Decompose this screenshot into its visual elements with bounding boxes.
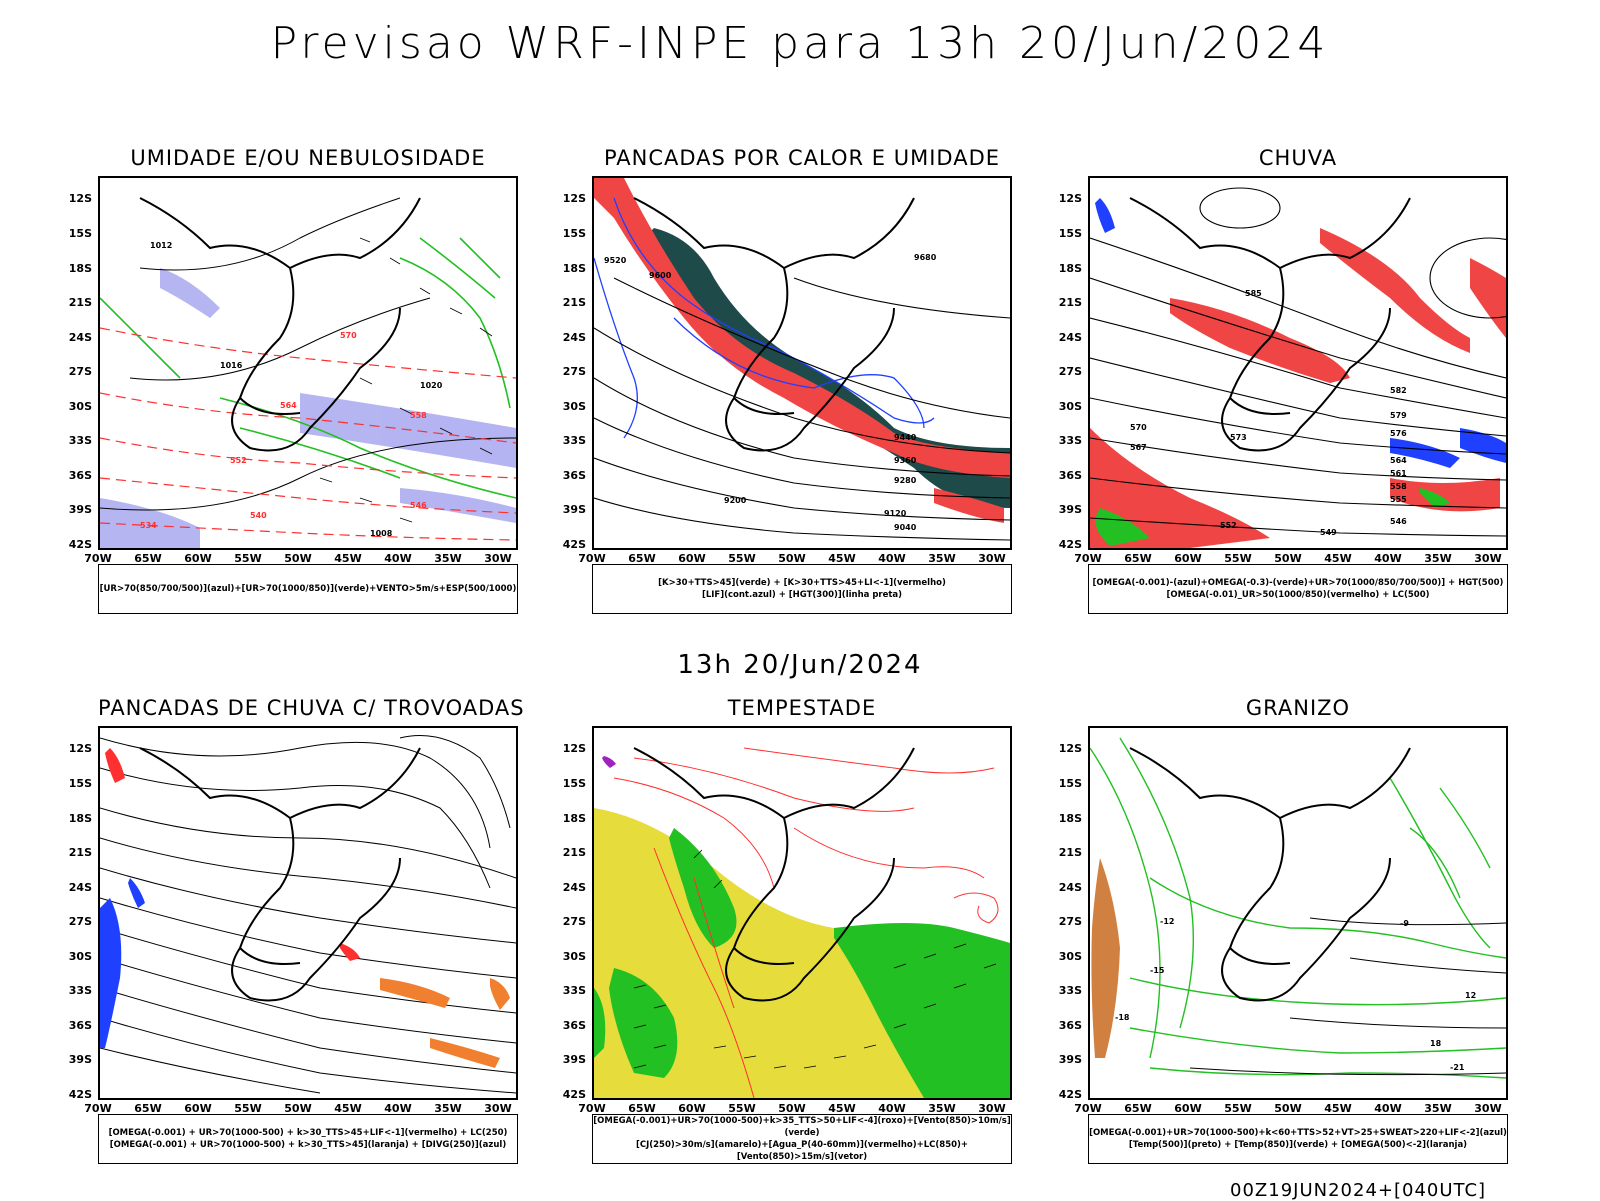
svg-text:576: 576 xyxy=(1390,429,1407,438)
svg-text:555: 555 xyxy=(1390,495,1407,504)
panel-title: PANCADAS POR CALOR E UMIDADE xyxy=(603,146,1001,170)
svg-text:-9: -9 xyxy=(1400,919,1409,928)
svg-text:570: 570 xyxy=(340,331,357,340)
page-title: Previsao WRF-INPE para 13h 20/Jun/2024 xyxy=(270,18,1330,69)
svg-text:9600: 9600 xyxy=(649,271,672,280)
red-pw-contours xyxy=(613,747,999,1098)
svg-text:567: 567 xyxy=(1130,443,1147,452)
map-pancadas-calor[interactable]: 9520 9600 9680 9440 9360 9280 9200 9120 … xyxy=(592,176,1012,550)
svg-text:570: 570 xyxy=(1130,423,1147,432)
svg-text:9120: 9120 xyxy=(884,509,907,518)
red-convection xyxy=(105,748,360,961)
black-temp500-contours xyxy=(1189,917,1506,1076)
legend-box: [OMEGA(-0.001)+UR>70(1000-500)+k>35_TTS>… xyxy=(592,1114,1012,1164)
svg-text:9520: 9520 xyxy=(604,256,627,265)
svg-text:-18: -18 xyxy=(1115,1013,1130,1022)
svg-text:549: 549 xyxy=(1320,528,1337,537)
map-granizo[interactable]: -9 -12 -15 -18 -21 12 18 xyxy=(1088,726,1508,1100)
map-svg xyxy=(594,747,1010,1098)
run-label: 00Z19JUN2024+[040UTC] xyxy=(1230,1180,1487,1201)
svg-text:9040: 9040 xyxy=(894,523,917,532)
svg-text:579: 579 xyxy=(1390,411,1407,420)
hgt-contours xyxy=(594,277,1010,541)
orange-omega-shading xyxy=(1091,858,1120,1058)
legend-box: [OMEGA(-0.001) + UR>70(1000-500) + k>30_… xyxy=(98,1114,518,1164)
map-chuva[interactable]: 585 582 579 576 573 570 567 564 561 558 … xyxy=(1088,176,1508,550)
country-borders xyxy=(633,747,915,1002)
svg-text:18: 18 xyxy=(1430,1039,1442,1048)
purple-convection xyxy=(602,756,616,768)
map-svg: 585 582 579 576 573 570 567 564 561 558 … xyxy=(1090,187,1506,548)
svg-text:1020: 1020 xyxy=(420,381,443,390)
country-borders xyxy=(1129,197,1411,452)
wind-vectors xyxy=(633,849,997,1069)
svg-text:1016: 1016 xyxy=(220,361,243,370)
contour-labels: 1012 1016 1020 1008 570 564 558 552 546 … xyxy=(140,241,443,538)
map-trovoadas[interactable] xyxy=(98,726,518,1100)
green-temp850-contours xyxy=(1090,737,1506,1079)
svg-text:558: 558 xyxy=(410,411,427,420)
country-borders xyxy=(633,197,915,452)
orange-convection xyxy=(380,978,510,1068)
blue-divergence xyxy=(100,878,145,1048)
country-borders xyxy=(139,197,421,452)
hgt500-contours xyxy=(1090,187,1506,537)
legend-box: [OMEGA(-0.001)-(azul)+OMEGA(-0.3)-(verde… xyxy=(1088,564,1508,614)
legend-box: [UR>70(850/700/500)](azul)+[UR>70(1000/8… xyxy=(98,564,518,614)
map-tempestade[interactable] xyxy=(592,726,1012,1100)
svg-text:552: 552 xyxy=(1220,521,1237,530)
map-svg: 1012 1016 1020 1008 570 564 558 552 546 … xyxy=(100,197,516,548)
map-svg: -9 -12 -15 -18 -21 12 18 xyxy=(1090,737,1506,1079)
map-svg xyxy=(100,735,516,1094)
panel-title: PANCADAS DE CHUVA C/ TROVOADAS xyxy=(98,696,525,720)
svg-text:1008: 1008 xyxy=(370,529,393,538)
svg-text:-21: -21 xyxy=(1450,1063,1465,1072)
svg-text:546: 546 xyxy=(1390,517,1407,526)
svg-text:9280: 9280 xyxy=(894,476,917,485)
svg-text:558: 558 xyxy=(1390,482,1407,491)
mid-title: 13h 20/Jun/2024 xyxy=(677,650,923,680)
panel-title: GRANIZO xyxy=(1245,696,1351,720)
green-k-tts-shading xyxy=(644,228,1010,508)
contour-labels: 9520 9600 9680 9440 9360 9280 9200 9120 … xyxy=(604,253,937,532)
green-wind-shading xyxy=(594,828,1010,1098)
contour-labels: 585 582 579 576 573 570 567 564 561 558 … xyxy=(1130,289,1407,537)
svg-text:552: 552 xyxy=(230,456,247,465)
pressure-contours xyxy=(100,197,516,511)
svg-text:12: 12 xyxy=(1465,991,1476,1000)
blue-humidity-shading xyxy=(100,268,516,548)
svg-text:9680: 9680 xyxy=(914,253,937,262)
svg-text:540: 540 xyxy=(250,511,267,520)
svg-text:9440: 9440 xyxy=(894,433,917,442)
panel-title: TEMPESTADE xyxy=(727,696,877,720)
country-borders xyxy=(1129,747,1411,1002)
svg-text:564: 564 xyxy=(280,401,297,410)
svg-text:564: 564 xyxy=(1390,456,1407,465)
svg-text:582: 582 xyxy=(1390,386,1407,395)
map-svg: 9520 9600 9680 9440 9360 9280 9200 9120 … xyxy=(594,178,1010,541)
svg-text:1012: 1012 xyxy=(150,241,172,250)
legend-box: [OMEGA(-0.001)+UR>70(1000-500)+k<60+TTS>… xyxy=(1088,1114,1508,1164)
panel-title: UMIDADE E/OU NEBULOSIDADE xyxy=(130,146,486,170)
svg-text:573: 573 xyxy=(1230,433,1247,442)
svg-text:-12: -12 xyxy=(1160,917,1174,926)
contour-labels: -9 -12 -15 -18 -21 12 18 xyxy=(1115,917,1476,1072)
wind-vectors xyxy=(319,237,493,523)
svg-text:585: 585 xyxy=(1245,289,1262,298)
thickness-contours xyxy=(100,327,516,541)
svg-text:534: 534 xyxy=(140,521,157,530)
lif-contours xyxy=(594,197,935,439)
map-umidade[interactable]: 1012 1016 1020 1008 570 564 558 552 546 … xyxy=(98,176,518,550)
svg-text:546: 546 xyxy=(410,501,427,510)
green-omega-shading xyxy=(1095,488,1450,546)
streamlines xyxy=(100,735,516,1094)
svg-text:9360: 9360 xyxy=(894,456,917,465)
panel-title: CHUVA xyxy=(1258,146,1338,170)
svg-text:9200: 9200 xyxy=(724,496,747,505)
svg-text:561: 561 xyxy=(1390,469,1407,478)
svg-text:-15: -15 xyxy=(1150,966,1165,975)
legend-box: [K>30+TTS>45](verde) + [K>30+TTS>45+LI<-… xyxy=(592,564,1012,614)
blue-omega-shading xyxy=(1095,198,1506,468)
country-borders xyxy=(139,747,421,1002)
